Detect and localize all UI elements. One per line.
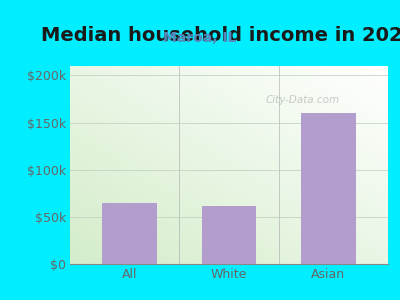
Bar (102, 203, 157, 264)
Bar (202, 206, 256, 264)
Bar (301, 113, 356, 264)
Text: Maroa, IL: Maroa, IL (163, 32, 237, 46)
Title: Median household income in 2022: Median household income in 2022 (41, 26, 400, 45)
Text: City-Data.com: City-Data.com (265, 95, 339, 105)
